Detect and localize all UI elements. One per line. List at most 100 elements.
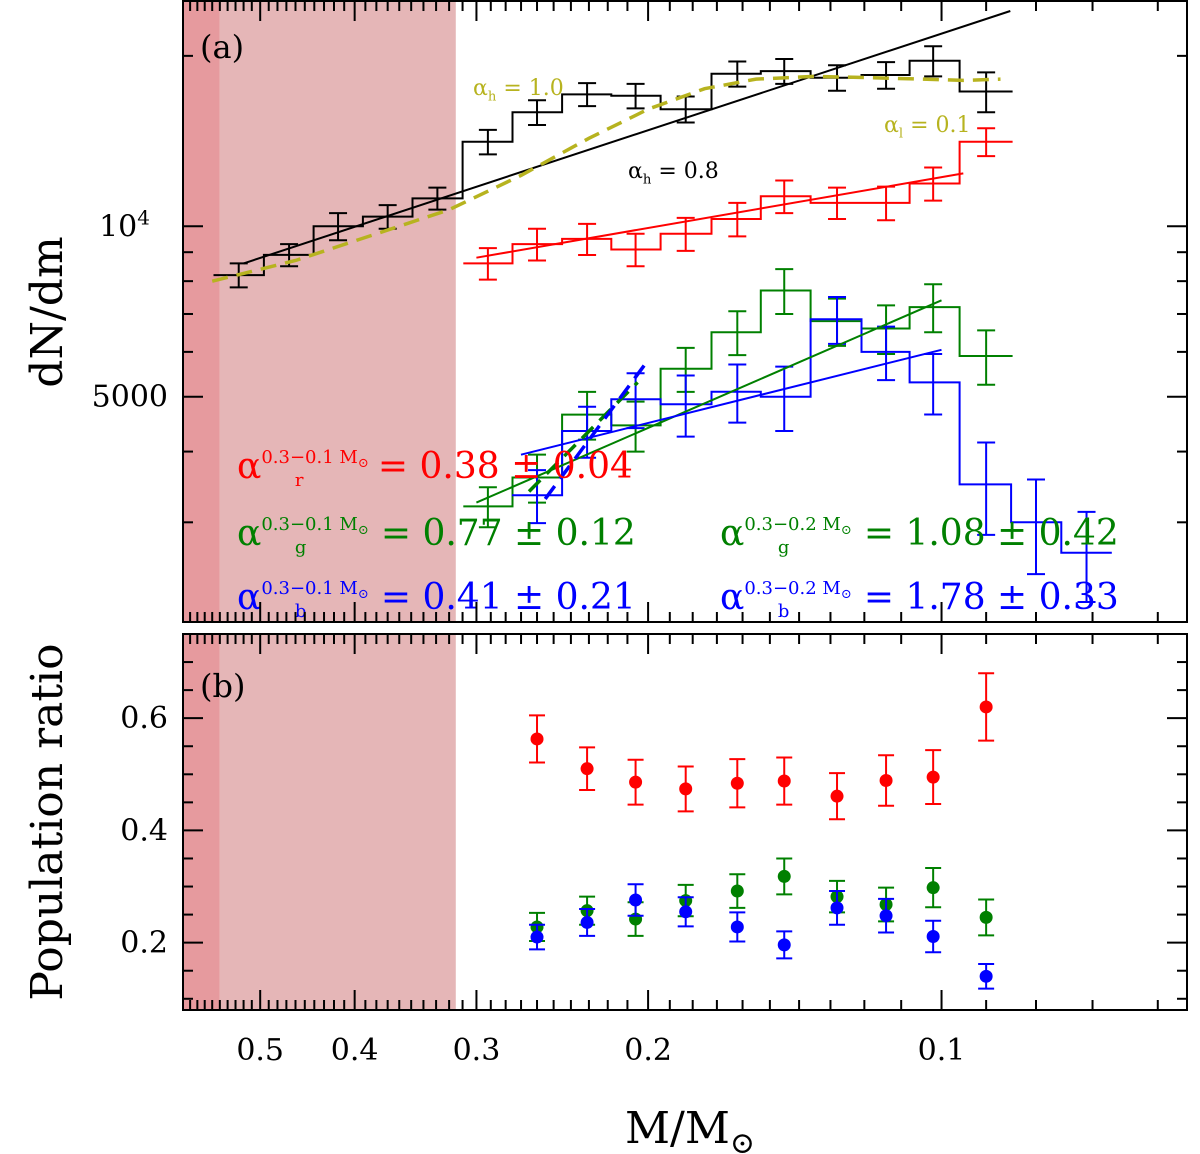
panel-a: αh = 1.0αl = 0.1αh = 0.8α0.3−0.1 M⊙ r = 0… (22, 0, 1188, 623)
data-point-blue-ratio (777, 938, 791, 952)
fit-line-green-steep-fit (527, 381, 639, 493)
annotation-value: = 0.41 ± 0.21 (369, 577, 635, 618)
error-bar (924, 166, 943, 202)
annotation-superscript-sub: ⊙ (358, 523, 369, 538)
fit-line-red-fit (476, 172, 964, 259)
x-tick-label: 0.4 (331, 1033, 379, 1068)
x-axis-title-subscript: ⊙ (730, 1126, 755, 1154)
error-bar (478, 247, 497, 281)
shaded-region-a-1 (183, 1, 220, 622)
shaded-region-b-1 (183, 634, 220, 1010)
shaded-region-b-2 (219, 634, 456, 1010)
error-bar (528, 227, 547, 262)
data-point-blue-ratio (580, 915, 594, 929)
annotation-value: = 1.08 ± 0.42 (852, 513, 1118, 554)
data-point-red-ratio (830, 789, 844, 803)
data-point-red-ratio (777, 774, 791, 788)
data-point-red-ratio (926, 770, 940, 784)
error-bar (478, 486, 497, 529)
x-axis-tick-labels: 0.5 0.4 0.3 0.2 0.1 (236, 1033, 965, 1068)
annotation-symbol: α (237, 446, 261, 487)
data-point-green-ratio (979, 910, 993, 924)
annotation-alpha-b-wide: α0.3−0.1 M⊙ b = 0.41 ± 0.21 (237, 577, 636, 622)
error-bar (828, 186, 847, 221)
panel-label-b: (b) (200, 667, 245, 705)
error-bar (528, 99, 547, 126)
panel-b: 0.2 0.4 0.6 Population ratio (b) (22, 633, 1188, 1011)
y-tick-exponent: 4 (137, 205, 150, 229)
data-point-blue-ratio (730, 920, 744, 934)
y-tick-label: 5000 (92, 380, 168, 415)
data-point-red-ratio (879, 773, 893, 787)
error-bar (676, 374, 695, 438)
data-point-blue-ratio (830, 901, 844, 915)
annotation-value: = 0.38 ± 0.04 (366, 446, 632, 487)
annotation-superscript: 0.3−0.1 M (261, 514, 358, 535)
fit-line-blue-steep-fit (543, 359, 650, 500)
error-bar (775, 268, 794, 315)
x-tick-label: 0.2 (624, 1033, 672, 1068)
x-tick-label: 0.5 (236, 1033, 284, 1068)
annotation-alpha-b-narrow: α0.3−0.2 M⊙ b = 1.78 ± 0.33 (720, 577, 1119, 622)
annotation-value: = 1.78 ± 0.33 (852, 577, 1118, 618)
panel-b-frame (182, 633, 1188, 1011)
error-bar (775, 179, 794, 215)
error-bar (924, 45, 943, 78)
annotation-superscript-sub: ⊙ (358, 456, 369, 471)
error-bar (775, 365, 794, 432)
error-bar (877, 61, 896, 90)
error-bar (578, 82, 597, 108)
annotation-symbol: α (720, 577, 744, 618)
fit-line-yellow-two-segment-fit (211, 74, 1001, 283)
data-point-red-ratio (629, 775, 643, 789)
data-point-red-ratio (530, 732, 544, 746)
error-bar (977, 329, 996, 386)
annotation-superscript: 0.3−0.2 M (744, 578, 841, 599)
error-bar (977, 441, 996, 536)
annotation-symbol: α (237, 577, 261, 618)
error-bar (528, 469, 547, 525)
error-bar (728, 201, 747, 238)
data-point-green-ratio (777, 869, 791, 883)
error-bar (924, 352, 943, 416)
shaded-region-a-2 (219, 1, 456, 622)
x-axis-title: M/M⊙ (625, 1103, 755, 1154)
annotation-superscript-sub: ⊙ (841, 523, 852, 538)
annotation-symbol: α (720, 513, 744, 554)
annotation-subscript: l (899, 127, 903, 142)
annotation-value: = 0.77 ± 0.12 (369, 513, 635, 554)
data-point-blue-ratio (979, 969, 993, 983)
annotation-subscript: h (643, 173, 652, 188)
error-bar (626, 232, 645, 268)
error-bar (478, 128, 497, 156)
annotation-superscript-sub: ⊙ (358, 587, 369, 602)
annotation-subscript: h (488, 90, 497, 105)
annotation-superscript-sub: ⊙ (841, 587, 852, 602)
data-point-green-ratio (730, 884, 744, 898)
annotation-subscript: r (295, 470, 304, 491)
annotation-symbol: α (884, 113, 899, 138)
error-bar (1077, 510, 1096, 603)
error-bar (977, 127, 996, 158)
y-axis-title-a: dN/dm (22, 236, 73, 387)
annotation-subscript: g (295, 537, 307, 558)
error-bar (728, 363, 747, 424)
x-tick-label: 0.1 (918, 1033, 966, 1068)
data-point-blue-ratio (679, 905, 693, 919)
y-axis-title-b: Population ratio (22, 643, 73, 1000)
error-bar (924, 283, 943, 334)
y-tick-label: 0.2 (120, 926, 168, 961)
annotation-alpha-g-wide: α0.3−0.1 M⊙ g = 0.77 ± 0.12 (237, 513, 636, 558)
annotation-symbol: α (237, 513, 261, 554)
data-point-red-ratio (730, 776, 744, 790)
annotation-subscript: b (295, 601, 307, 622)
error-bar (329, 212, 348, 242)
error-bar (626, 82, 645, 110)
fit-line-black-power-law-fit (243, 10, 1011, 265)
data-point-blue-ratio (530, 930, 544, 944)
annotation-value: = 0.1 (903, 113, 970, 138)
annotation-symbol: α (628, 159, 643, 184)
annotation-alpha-g-narrow: α0.3−0.2 M⊙ g = 1.08 ± 0.42 (720, 513, 1119, 558)
panel-label-a: (a) (200, 28, 244, 66)
